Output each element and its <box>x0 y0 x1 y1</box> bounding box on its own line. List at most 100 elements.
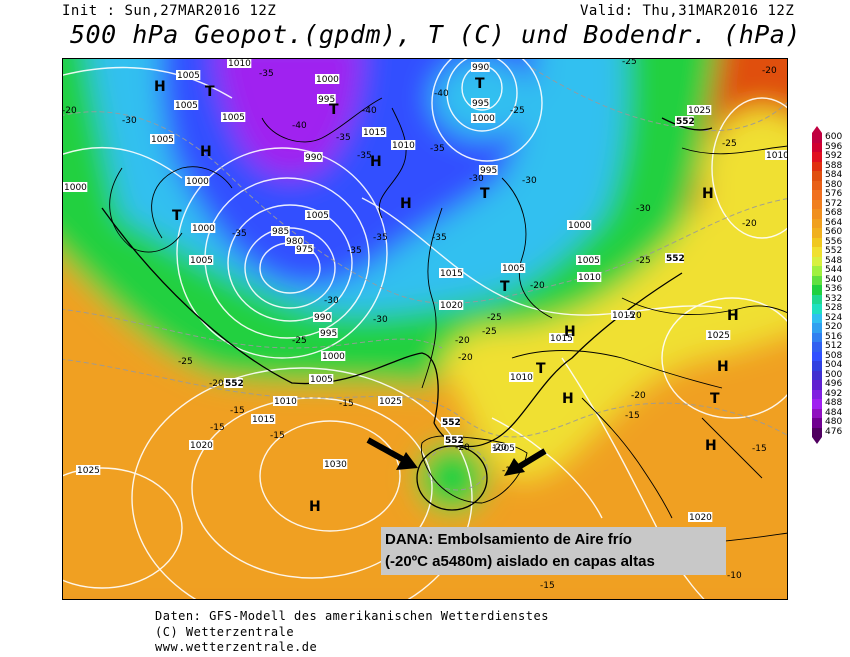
pressure-label: 1000 <box>472 114 495 124</box>
temperature-label: -30 <box>122 116 137 126</box>
temperature-label: -15 <box>230 406 245 416</box>
pressure-label: 985 <box>272 227 289 237</box>
pressure-label: 1020 <box>190 441 213 451</box>
colorbar-label: 520 <box>825 322 843 332</box>
pressure-label-bg <box>285 236 304 246</box>
colorbar-row: 596 <box>812 142 850 152</box>
low-pressure-label: T <box>172 208 182 224</box>
temperature-label: -35 <box>259 69 274 79</box>
pressure-label-bg <box>317 94 336 104</box>
pressure-label: 1015 <box>612 311 635 321</box>
pressure-label-bg <box>304 152 323 162</box>
low-pressure-label: T <box>475 76 485 92</box>
pressure-label: 995 <box>320 329 337 339</box>
pressure-label: 1010 <box>228 59 251 69</box>
temperature-label: -35 <box>357 151 372 161</box>
colorbar-label: 524 <box>825 312 843 323</box>
pressure-label: 1005 <box>177 71 200 81</box>
temperature-label: -20 <box>492 443 507 453</box>
colorbar-label: 572 <box>825 198 843 209</box>
high-pressure-label: H <box>309 499 321 515</box>
temperature-label: -25 <box>636 256 651 266</box>
temperature-label: -30 <box>469 174 484 184</box>
temperature-label: -10 <box>727 571 742 581</box>
colorbar-row: 564 <box>812 218 850 228</box>
colorbar-label: 576 <box>825 189 843 199</box>
colorbar-row: 484 <box>812 408 850 418</box>
temperature-label: -35 <box>336 133 351 143</box>
pressure-label-bg <box>577 272 602 282</box>
dana-annotation: DANA: Embolsamiento de Aire frío (-20ºC … <box>381 527 726 575</box>
pressure-label: 975 <box>296 245 313 255</box>
pressure-label: 1000 <box>316 75 339 85</box>
temperature-label: -20 <box>458 353 473 363</box>
colorbar-swatch <box>812 370 822 380</box>
colorbar-label: 544 <box>825 265 843 275</box>
pressure-label-bg <box>189 440 214 450</box>
colorbar-swatch <box>812 190 822 200</box>
pressure-label-bg <box>185 176 210 186</box>
colorbar-row: 480 <box>812 417 850 428</box>
pressure-label: 990 <box>305 153 322 163</box>
footer-url: www.wetterzentrale.de <box>155 640 318 654</box>
colorbar-top-arrow-icon <box>812 126 822 133</box>
high-pressure-label: H <box>727 308 739 324</box>
colorbar-row: 576 <box>812 189 850 200</box>
pressure-label-bg <box>189 255 214 265</box>
temperature-label: -15 <box>540 581 555 591</box>
high-pressure-label: H <box>200 144 212 160</box>
colorbar-row: 520 <box>812 322 850 333</box>
high-pressure-label: H <box>562 391 574 407</box>
colorbar-row: 556 <box>812 237 850 247</box>
colorbar-row: 508 <box>812 351 850 361</box>
pressure-label: 1015 <box>440 269 463 279</box>
colorbar-row: 552 <box>812 246 850 257</box>
temperature-label: -35 <box>373 233 388 243</box>
high-pressure-label: H <box>702 186 714 202</box>
geopotential-label: 552 <box>666 254 685 264</box>
dana-green <box>417 443 487 513</box>
yellow-zone <box>62 137 788 480</box>
colorbar-swatch <box>812 209 822 219</box>
pressure-label-bg <box>471 62 490 72</box>
colorbar-label: 504 <box>825 360 843 370</box>
pressure-label-bg <box>706 330 731 340</box>
pressure-label: 1015 <box>363 128 386 138</box>
geopotential-label: 552 <box>676 117 695 127</box>
temperature-label: -40 <box>434 89 449 99</box>
colorbar-swatch <box>812 332 822 342</box>
pressure-label-bg <box>309 374 334 384</box>
pressure-label-bg <box>271 226 290 236</box>
pressure-label: 1020 <box>440 301 463 311</box>
colorbar-row: 516 <box>812 332 850 342</box>
colorbar-swatch <box>812 133 822 143</box>
colorbar-swatch <box>812 313 822 323</box>
geopotential-label: 552 <box>442 418 461 428</box>
colorbar-swatch <box>812 361 822 371</box>
pressure-label-bg <box>471 98 490 108</box>
pressure-label: 1010 <box>510 373 533 383</box>
high-pressure-label: H <box>154 79 166 95</box>
geopotential-label-bg <box>441 417 460 427</box>
pressure-label-bg <box>576 255 601 265</box>
pressure-label-bg <box>687 105 712 115</box>
pressure-label-bg <box>491 443 516 453</box>
colorbar-label: 552 <box>825 246 843 256</box>
temperature-label: -20 <box>530 281 545 291</box>
colorbar-swatch <box>812 275 822 285</box>
pressure-label-bg <box>323 459 348 469</box>
high-pressure-label: H <box>370 154 382 170</box>
pressure-label-bg <box>251 414 276 424</box>
pressure-label-bg <box>273 396 298 406</box>
pressure-label-bg <box>439 268 464 278</box>
temperature-label: -30 <box>636 204 651 214</box>
colorbar-swatch <box>812 199 822 209</box>
weather-map: 1010 1005 1000 1005 1005 1005 995 1015 1010 1000 1… <box>62 58 788 600</box>
temperature-label: -15 <box>502 466 517 476</box>
pressure-label-bg <box>321 351 346 361</box>
footer-copyright: (C) Wetterzentrale <box>155 625 295 639</box>
temperature-label: -25 <box>178 357 193 367</box>
pressure-label: 1025 <box>688 106 711 116</box>
colorbar-label: 592 <box>825 151 843 161</box>
colorbar-label: 584 <box>825 170 843 180</box>
